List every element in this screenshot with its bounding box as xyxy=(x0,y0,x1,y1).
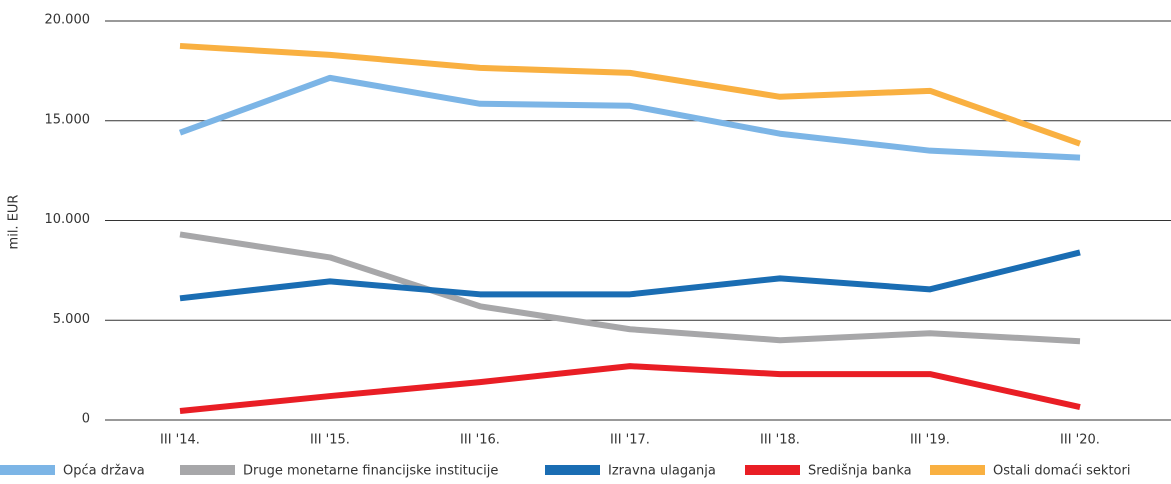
y-tick-label: 10.000 xyxy=(45,212,91,227)
legend-swatch xyxy=(545,465,600,475)
legend-label: Ostali domaći sektori xyxy=(993,464,1130,479)
series-line xyxy=(179,42,1081,147)
legend-swatch xyxy=(180,465,235,475)
legend-label: Druge monetarne financijske institucije xyxy=(243,464,498,479)
legend-swatch xyxy=(745,465,800,475)
x-tick-label: III '20. xyxy=(1060,433,1100,448)
y-tick-label: 15.000 xyxy=(45,112,91,127)
legend-swatch xyxy=(0,465,55,475)
y-tick-label: 20.000 xyxy=(45,13,91,28)
legend-label: Središnja banka xyxy=(808,464,912,479)
y-tick-label: 0 xyxy=(82,412,90,427)
x-tick-label: III '14. xyxy=(160,433,200,448)
x-tick-label: III '18. xyxy=(760,433,800,448)
legend-label: Izravna ulaganja xyxy=(608,464,716,479)
x-tick-label: III '16. xyxy=(460,433,500,448)
y-tick-label: 5.000 xyxy=(53,312,90,327)
legend-label: Opća država xyxy=(63,464,145,479)
series-line xyxy=(178,74,1081,161)
series-line xyxy=(179,363,1081,415)
legend-swatch xyxy=(930,465,985,475)
y-axis-label: mil. EUR xyxy=(7,195,22,250)
x-tick-label: III '15. xyxy=(310,433,350,448)
series-line xyxy=(179,249,1081,302)
series-line xyxy=(179,231,1081,345)
x-tick-label: III '19. xyxy=(910,433,950,448)
x-tick-label: III '17. xyxy=(610,433,650,448)
